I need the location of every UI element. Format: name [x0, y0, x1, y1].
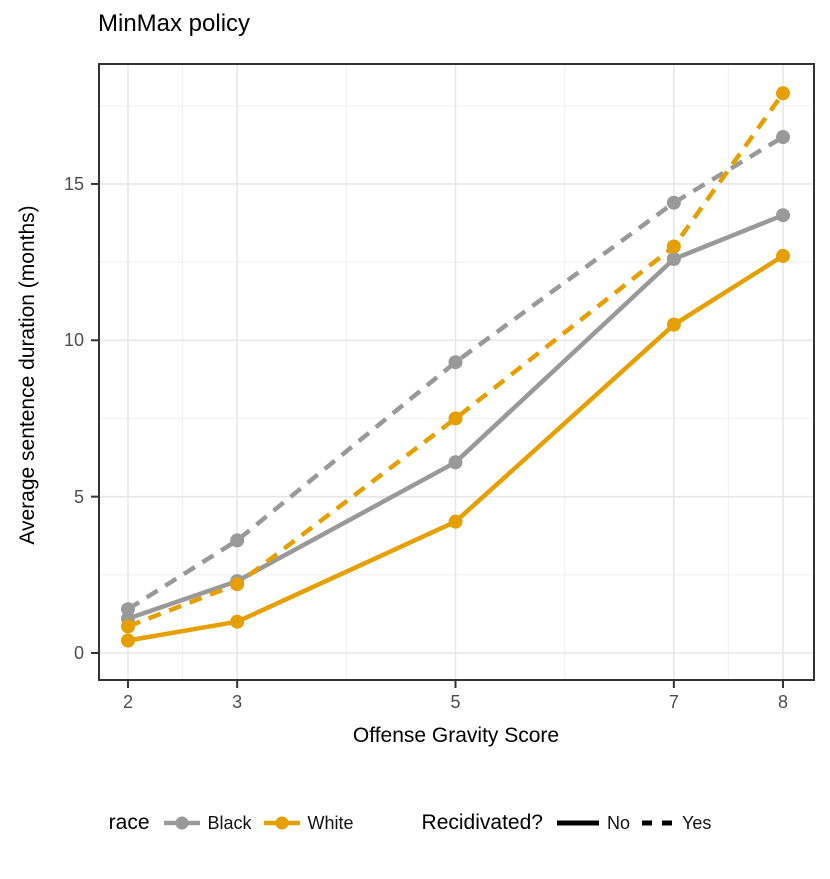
data-point-white-no	[230, 614, 245, 629]
x-tick-label: 2	[122, 692, 134, 712]
data-point-white-no	[776, 248, 791, 263]
x-tick-label: 7	[668, 692, 679, 712]
plot-panel	[91, 63, 815, 688]
data-point-white-yes	[230, 577, 245, 592]
data-point-black-yes	[448, 355, 463, 370]
data-point-white-yes	[121, 619, 135, 634]
legend-label-yes: Yes	[681, 812, 712, 833]
legend-title-race: race	[108, 811, 150, 834]
series-line-white-yes	[127, 91, 785, 629]
legend-label-white: White	[307, 812, 354, 833]
data-point-black-yes	[666, 195, 681, 210]
legend-label-black: Black	[207, 812, 252, 833]
data-point-white-yes	[776, 86, 791, 101]
legend-label-no: No	[606, 812, 630, 833]
legend-group-recidivated: Recidivated? No Yes	[422, 810, 722, 836]
legend-entry-black: Black	[162, 810, 252, 836]
x-tick-label: 5	[450, 692, 461, 712]
legend: race Black White Recidivated?	[0, 803, 830, 843]
y-tick-label: 5	[73, 486, 84, 507]
data-point-white-yes	[448, 411, 463, 426]
legend-title-recidivated: Recidivated?	[421, 811, 543, 834]
data-point-white-no	[121, 633, 135, 648]
data-point-black-no	[776, 208, 791, 223]
legend-entry-white: White	[262, 810, 354, 836]
x-tick-label: 3	[232, 692, 243, 712]
plot-title: MinMax policy	[98, 10, 251, 37]
panel-border	[98, 63, 815, 681]
data-point-white-yes	[666, 239, 681, 254]
y-tick-label: 10	[63, 330, 84, 351]
data-point-black-no	[666, 251, 681, 266]
white-race-key-icon	[263, 816, 300, 830]
data-point-black-yes	[776, 130, 791, 145]
black-key-dot	[175, 816, 189, 830]
panel-background	[98, 63, 815, 681]
legend-entry-no: No	[555, 810, 630, 836]
data-point-black-no	[448, 455, 463, 470]
y-tick-label: 15	[63, 173, 84, 194]
black-race-key-icon	[163, 816, 200, 830]
data-point-white-no	[448, 514, 463, 529]
data-point-black-yes	[121, 602, 135, 617]
x-tick-label: 8	[778, 692, 789, 712]
data-point-white-no	[666, 317, 681, 332]
legend-group-race: race Black White	[109, 810, 364, 836]
x-axis-title: Offense Gravity Score	[352, 724, 560, 747]
solid-line-key-icon	[556, 820, 599, 826]
dashed-line-key-icon	[641, 820, 674, 826]
white-key-dot	[275, 816, 289, 830]
data-point-black-yes	[230, 533, 245, 548]
legend-entry-yes: Yes	[640, 810, 711, 836]
y-tick-label: 0	[73, 643, 84, 663]
